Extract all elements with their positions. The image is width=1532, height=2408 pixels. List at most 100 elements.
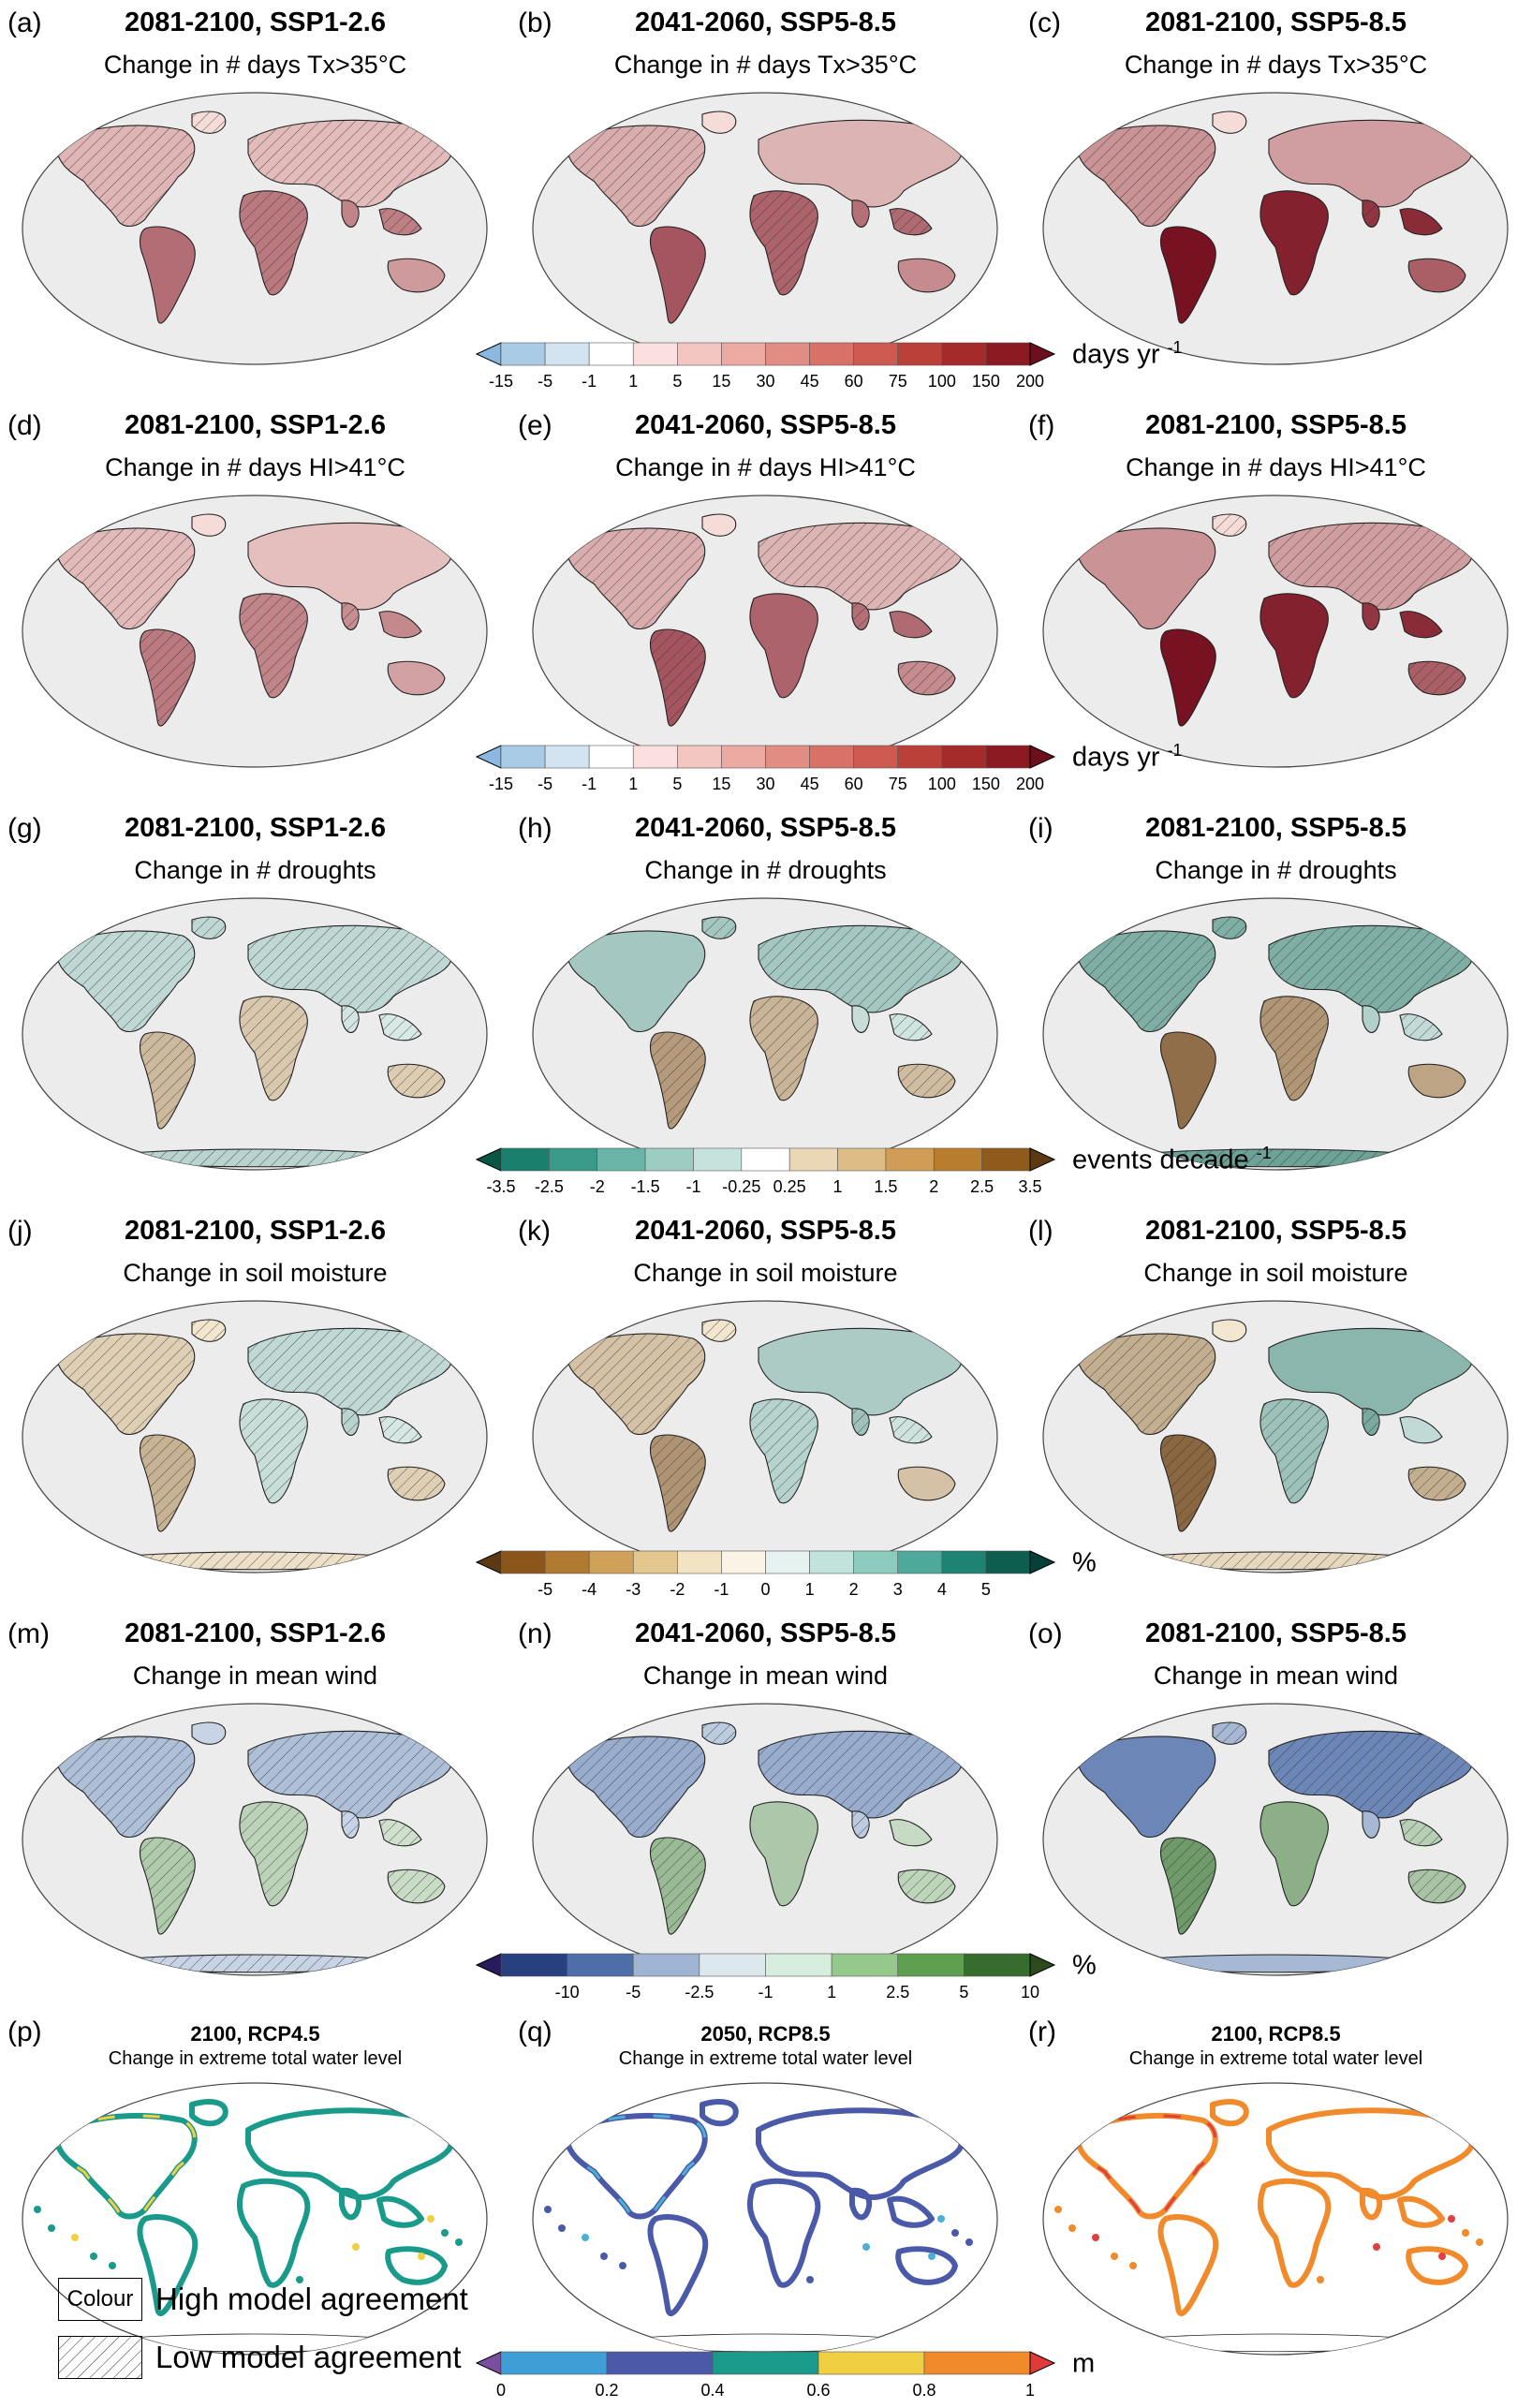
colorbar-segment <box>544 745 590 769</box>
colorbar-segment <box>897 745 943 769</box>
colorbar-tick-label: 0 <box>760 1580 771 1599</box>
coastline-samerica <box>137 2214 199 2317</box>
colorbar-tick-label: 45 <box>800 775 819 793</box>
colorbar-segment <box>677 745 722 769</box>
world-map <box>1042 897 1509 1171</box>
land-india <box>851 199 870 228</box>
colorbar-tick-label: -5 <box>538 775 553 793</box>
island-point <box>455 2238 463 2246</box>
colorbar-segment <box>897 1953 965 1977</box>
colorbar-tick-label: -3.5 <box>486 1177 516 1196</box>
panel-subtitle: Change in mean wind <box>132 1662 378 1690</box>
world-map <box>22 1703 488 1976</box>
colorbar-unit: days yr -1 <box>1072 338 1183 371</box>
map-panel: (j) 2081-2100, SSP1-2.6 Change in soil moi… <box>0 1208 510 1602</box>
land-india <box>1362 1005 1380 1033</box>
island-point <box>1054 2206 1062 2213</box>
island-point <box>600 2253 608 2260</box>
colorbar-segment <box>897 1550 943 1574</box>
colorbar-segment <box>606 2351 714 2375</box>
colorbar-segment <box>831 1953 899 1977</box>
colorbar-unit: days yr -1 <box>1072 741 1183 774</box>
hatch-africa <box>239 190 308 295</box>
hatch-australia <box>388 1869 445 1903</box>
panel-title: 2050, RCP8.5 <box>700 2022 831 2046</box>
hatch-namerica <box>1077 126 1215 227</box>
land-eurasia <box>1268 1327 1474 1416</box>
colorbar-tick-label: 60 <box>844 775 863 793</box>
colorbar-unit-text: % <box>1072 1547 1097 1578</box>
colorbar-segment <box>500 2351 608 2375</box>
land-samerica <box>139 226 196 324</box>
hatch-australia <box>898 1869 955 1903</box>
island-point <box>441 2229 449 2237</box>
colorbar-segment <box>632 342 678 366</box>
colorbar-tick-label: 0.4 <box>700 2381 725 2400</box>
panel-label: (a) <box>7 7 42 38</box>
hatch-samerica <box>1160 1435 1216 1532</box>
colorbar-tick-label: 1 <box>827 1983 837 2002</box>
hatch-australia <box>898 1064 955 1098</box>
colorbar-tick-label: -2 <box>589 1177 605 1196</box>
hatch-seasia <box>890 1416 932 1443</box>
colorbar-unit: % <box>1072 1949 1097 1982</box>
coastline-eurasia <box>756 2107 965 2200</box>
land-india <box>341 199 360 228</box>
land-australia <box>387 258 446 293</box>
land-seasia <box>889 1819 933 1847</box>
hatch-greenland <box>702 1320 736 1342</box>
colorbar-segment <box>788 1147 838 1172</box>
panel-title: 2081-2100, SSP1-2.6 <box>125 410 386 440</box>
hatch-africa <box>239 996 308 1101</box>
hatch-india <box>342 1810 360 1839</box>
hatch-india <box>852 602 870 630</box>
island-point <box>862 2243 870 2251</box>
land-namerica <box>1076 1736 1216 1839</box>
colorbar-tick-label: 1 <box>628 775 639 793</box>
map-panel: (e) 2041-2060, SSP5-8.5 Change in # days H… <box>510 403 1021 796</box>
panel-subtitle: Change in soil moisture <box>1143 1259 1408 1287</box>
colorbar-tick-label: 75 <box>888 372 907 391</box>
hatch-seasia <box>379 1819 421 1846</box>
hatch-samerica <box>140 1435 196 1532</box>
map-panel: (q) 2050, RCP8.5 Change in extreme total w… <box>510 2009 1021 2402</box>
land-namerica <box>1076 527 1216 630</box>
colorbar-tick-label: 1 <box>628 372 639 391</box>
land-africa <box>1259 1801 1329 1907</box>
island-point <box>544 2206 552 2213</box>
hatch-samerica <box>140 1032 196 1130</box>
land-australia <box>897 1466 956 1501</box>
colorbar-tick-label: -2.5 <box>534 1177 564 1196</box>
colorbar-segment <box>712 2351 819 2375</box>
colorbar-segment <box>500 1147 550 1172</box>
colorbar-extend-low <box>475 1953 502 1977</box>
coastline-seasia <box>376 2195 424 2228</box>
hatch-seasia <box>379 1013 421 1041</box>
hatch-africa <box>749 996 818 1101</box>
colorbar-segment <box>809 342 854 366</box>
coastline-eurasia <box>1266 2107 1476 2200</box>
hatch-samerica <box>650 629 706 727</box>
colorbar-segment <box>853 1550 899 1574</box>
colorbar-segment <box>964 1953 1031 1977</box>
coastline-eurasia <box>245 2107 455 2200</box>
coastline-africa <box>237 2178 311 2288</box>
colorbar-tick-label: 0.6 <box>806 2381 831 2400</box>
island-point <box>1068 2224 1076 2232</box>
map-panel: (i) 2081-2100, SSP5-8.5 Change in # drough… <box>1021 805 1531 1199</box>
hatch-greenland <box>1213 1722 1246 1745</box>
hatch-eurasia <box>1269 925 1473 1012</box>
panel-subtitle: Change in # days HI>41°C <box>105 453 405 481</box>
colorbar-extend-high <box>1029 1550 1056 1574</box>
world-map <box>22 495 488 768</box>
land-greenland <box>191 513 227 537</box>
world-map <box>22 92 488 365</box>
panel-subtitle: Change in mean wind <box>642 1662 889 1690</box>
colorbar-extend-high <box>1029 745 1056 769</box>
colorbar-tick-label: 4 <box>936 1580 947 1599</box>
land-eurasia <box>758 1327 964 1416</box>
panel-subtitle: Change in # days HI>41°C <box>615 453 916 481</box>
colorbar-tick-label: -3 <box>626 1580 641 1599</box>
world-map <box>22 2082 488 2356</box>
coastline-india <box>339 2187 362 2221</box>
